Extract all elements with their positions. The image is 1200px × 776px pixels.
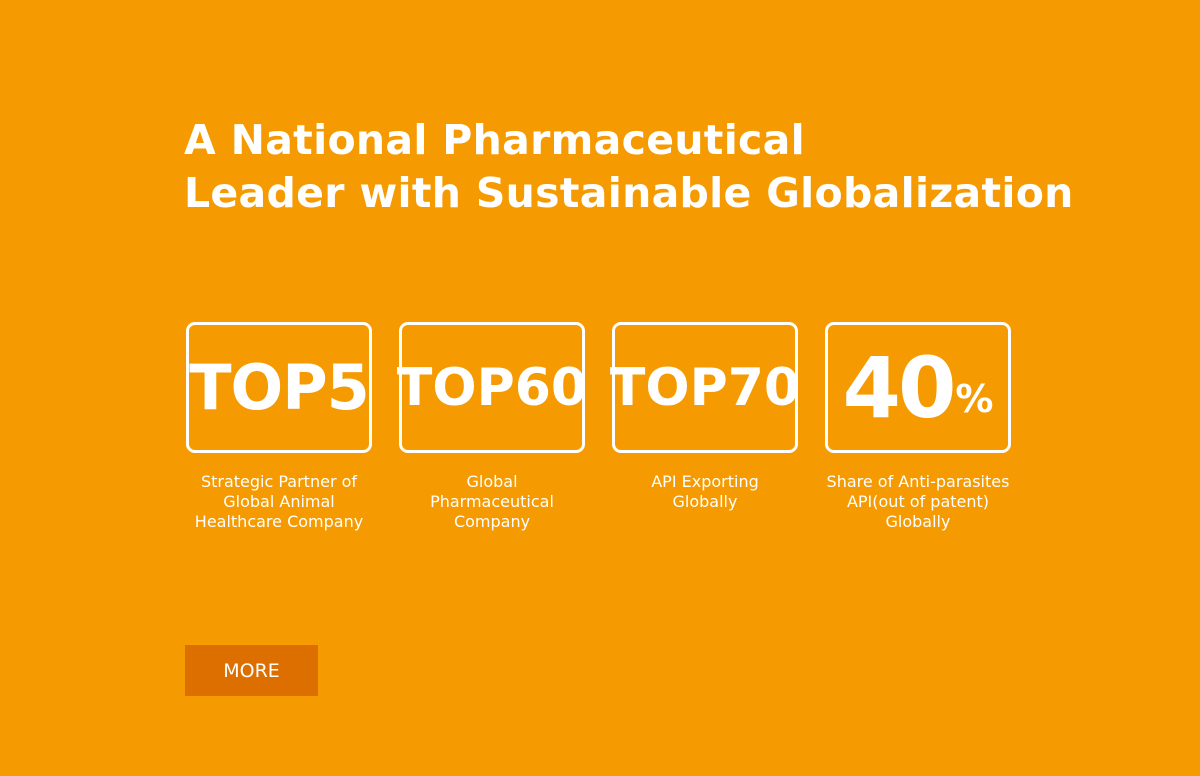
stat-value: TOP5 bbox=[189, 351, 370, 424]
caption-line: Global Animal bbox=[223, 492, 335, 511]
caption-line: Globally bbox=[885, 512, 951, 531]
title-line-2: Leader with Sustainable Globalization bbox=[184, 169, 1074, 217]
stat-value: TOP70 bbox=[609, 357, 801, 418]
caption-line: API(out of patent) bbox=[846, 492, 990, 511]
stat-top5: TOP5 Strategic Partner of Global Animal … bbox=[186, 322, 372, 532]
more-button[interactable]: MORE bbox=[185, 645, 318, 696]
stat-caption: Strategic Partner of Global Animal Healt… bbox=[169, 472, 389, 532]
stat-caption: Share of Anti-parasites API(out of paten… bbox=[808, 472, 1028, 532]
caption-line: Share of Anti-parasites bbox=[826, 472, 1010, 491]
caption-line: Healthcare Company bbox=[194, 512, 364, 531]
title-line-1: A National Pharmaceutical bbox=[184, 116, 805, 164]
caption-line: Company bbox=[453, 512, 531, 531]
stat-caption: API Exporting Globally bbox=[595, 472, 815, 512]
stat-top60: TOP60 Global Pharmaceutical Company bbox=[396, 322, 588, 532]
stat-value: TOP60 bbox=[396, 357, 588, 418]
stat-box: TOP5 bbox=[186, 322, 372, 453]
stats-row: TOP5 Strategic Partner of Global Animal … bbox=[186, 322, 1011, 532]
stat-caption: Global Pharmaceutical Company bbox=[382, 472, 602, 532]
caption-line: Pharmaceutical bbox=[430, 492, 554, 511]
caption-line: Globally bbox=[672, 492, 738, 511]
page-title: A National Pharmaceutical Leader with Su… bbox=[184, 114, 1074, 220]
stat-box: TOP70 bbox=[609, 322, 801, 453]
stat-40-percent: 40% Share of Anti-parasites API(out of p… bbox=[825, 322, 1011, 532]
stat-box: 40% bbox=[825, 322, 1011, 453]
stat-value: 40 bbox=[842, 338, 957, 437]
stat-box: TOP60 bbox=[396, 322, 588, 453]
caption-line: Strategic Partner of bbox=[200, 472, 358, 491]
caption-line: API Exporting bbox=[651, 472, 759, 491]
caption-line: Global bbox=[466, 472, 518, 491]
stat-unit: % bbox=[955, 376, 994, 421]
stat-top70: TOP70 API Exporting Globally bbox=[609, 322, 801, 532]
